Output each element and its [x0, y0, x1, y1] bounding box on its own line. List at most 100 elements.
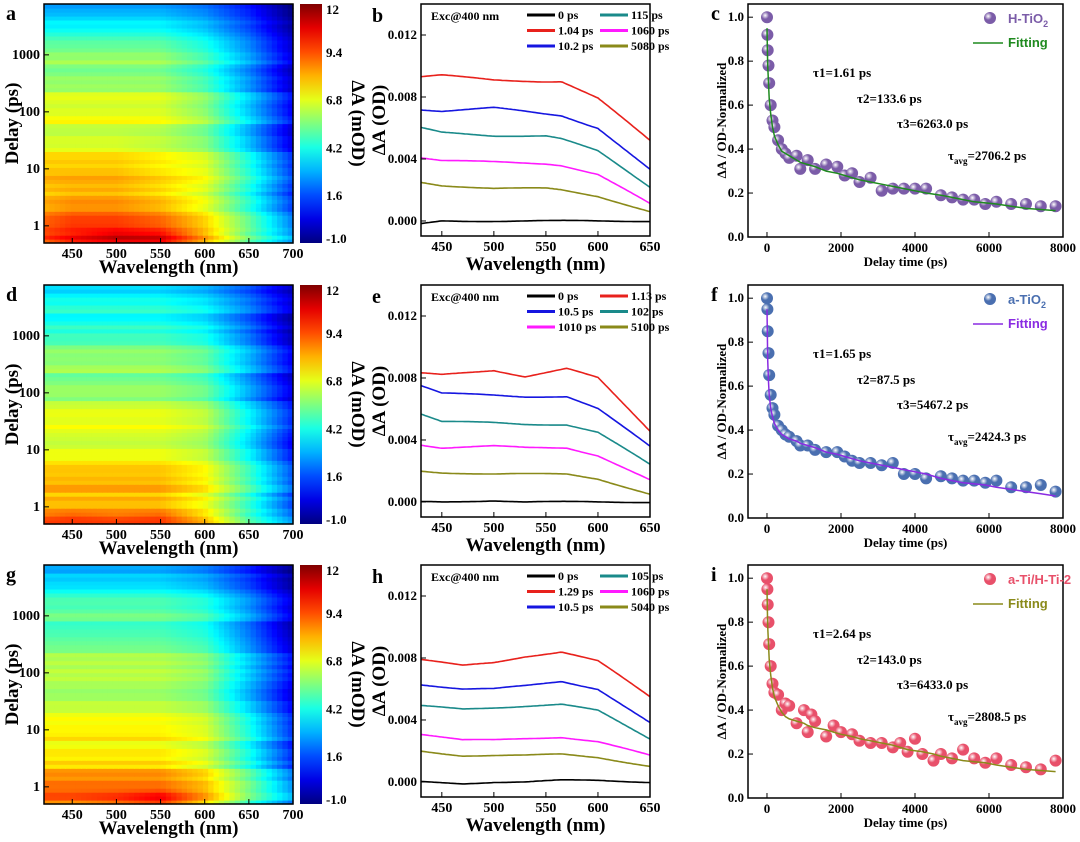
heatmap-cell	[208, 372, 215, 378]
heatmap-cell	[261, 51, 268, 57]
heatmap-cell	[144, 203, 151, 208]
heatmap-cell	[107, 143, 114, 148]
heatmap-cell	[245, 400, 252, 406]
heatmap-cell	[208, 15, 215, 21]
heatmap-cell	[70, 416, 77, 421]
heatmap-cell	[155, 127, 162, 133]
heatmap-cell	[102, 231, 109, 236]
heatmap-cell	[144, 159, 151, 164]
heatmap-cell	[208, 400, 215, 406]
heatmap-cell	[255, 175, 262, 180]
heatmap-cell	[176, 51, 183, 57]
heatmap-cell	[144, 496, 151, 501]
heatmap-cell	[112, 400, 119, 406]
heatmap-cell	[266, 452, 273, 457]
heatmap-cell	[181, 167, 188, 172]
heatmap-cell	[250, 520, 257, 525]
heatmap-cell	[97, 75, 103, 81]
heatmap-cell	[176, 87, 183, 93]
heatmap-cell	[44, 516, 50, 521]
heatmap-cell	[165, 207, 172, 212]
heatmap-cell	[229, 171, 236, 176]
heatmap-cell	[213, 87, 220, 93]
heatmap-cell	[187, 227, 193, 232]
heatmap-cell	[224, 504, 230, 509]
heatmap-cell	[197, 396, 204, 402]
heatmap-cell	[118, 15, 125, 21]
heatmap-cell	[171, 512, 177, 517]
heatmap-cell	[70, 187, 77, 192]
heatmap-cell	[208, 364, 215, 370]
heatmap-cell	[128, 372, 135, 378]
heatmap-cell	[287, 163, 294, 168]
heatmap-cell	[271, 183, 278, 188]
heatmap-cell	[54, 143, 61, 148]
heatmap-cell	[128, 139, 135, 144]
heatmap-cell	[202, 211, 209, 216]
heatmap-cell	[213, 456, 220, 461]
heatmap-cell	[160, 139, 167, 144]
heatmap-cell	[123, 456, 130, 461]
heatmap-cell	[218, 51, 225, 57]
heatmap-cell	[176, 171, 183, 176]
heatmap-cell	[70, 440, 77, 445]
heatmap-cell	[176, 432, 183, 437]
heatmap-cell	[197, 223, 204, 228]
heatmap-cell	[277, 63, 283, 69]
heatmap-cell	[144, 83, 151, 89]
heatmap-cell	[123, 480, 130, 485]
heatmap-cell	[118, 155, 125, 160]
heatmap-cell	[123, 191, 130, 196]
heatmap-cell	[102, 215, 109, 220]
heatmap-cell	[86, 87, 93, 93]
heatmap-cell	[287, 199, 294, 204]
heatmap-cell	[112, 440, 119, 445]
heatmap-cell	[112, 428, 119, 433]
heatmap-cell	[250, 171, 257, 176]
heatmap-cell	[91, 99, 98, 105]
heatmap-cell	[176, 215, 183, 220]
heatmap-cell	[97, 159, 103, 164]
heatmap-cell	[213, 492, 220, 497]
heatmap-cell	[49, 472, 56, 477]
heatmap-cell	[255, 408, 262, 414]
heatmap-cell	[150, 231, 156, 236]
heatmap-cell	[255, 163, 262, 168]
heatmap-cell	[224, 235, 230, 240]
heatmap-cell	[155, 356, 162, 362]
heatmap-cell	[266, 496, 273, 501]
heatmap-cell	[150, 47, 156, 53]
heatmap-cell	[181, 496, 188, 501]
heatmap-cell	[91, 35, 98, 41]
heatmap-cell	[187, 119, 193, 125]
heatmap-cell	[218, 55, 225, 61]
heatmap-cell	[160, 468, 167, 473]
heatmap-cell	[150, 376, 156, 382]
heatmap-cell	[213, 464, 220, 469]
heatmap-cell	[54, 195, 61, 200]
heatmap-cell	[112, 83, 119, 89]
heatmap-cell	[245, 87, 252, 93]
heatmap-cell	[59, 8, 66, 13]
heatmap-cell	[49, 448, 56, 453]
heatmap-cell	[118, 47, 125, 53]
heatmap-cell	[139, 111, 146, 117]
heatmap-cell	[134, 139, 140, 144]
heatmap-cell	[245, 239, 252, 244]
heatmap-cell	[218, 207, 225, 212]
heatmap-cell	[128, 163, 135, 168]
heatmap-cell	[240, 47, 246, 53]
heatmap-cell	[134, 83, 140, 89]
heatmap-cell	[165, 400, 172, 406]
heatmap-cell	[70, 392, 77, 398]
heatmap-cell	[165, 440, 172, 445]
heatmap-cell	[277, 147, 283, 152]
heatmap-cell	[192, 111, 199, 117]
heatmap-cell	[155, 444, 162, 449]
heatmap-cell	[123, 87, 130, 93]
heatmap-cell	[81, 43, 87, 49]
heatmap-cell	[123, 452, 130, 457]
heatmap-cell	[165, 231, 172, 236]
heatmap-cell	[181, 404, 188, 410]
heatmap-cell	[176, 476, 183, 481]
